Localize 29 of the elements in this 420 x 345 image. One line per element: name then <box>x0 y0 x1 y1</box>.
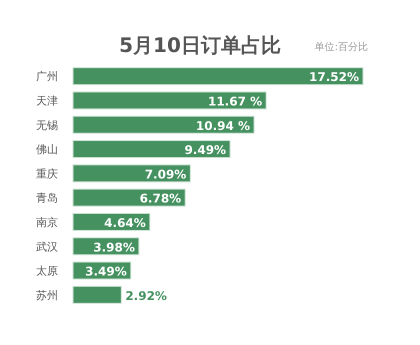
text: 单位:百分比 <box>314 41 368 53</box>
data-label: 10.94 % <box>196 118 250 133</box>
data-label: 11.67 % <box>208 94 262 108</box>
bar <box>72 116 255 134</box>
data-label: 7.09% <box>144 167 186 182</box>
bar <box>72 67 364 86</box>
y-tick-label: 南京 <box>36 216 58 229</box>
y-tick-label: 重庆 <box>36 167 58 180</box>
data-label: 2.92% <box>125 288 167 303</box>
data-label: 3.98% <box>93 240 135 254</box>
bar <box>72 164 191 182</box>
y-tick-label: 武汉 <box>36 240 58 254</box>
y-tick-label: 天津 <box>36 94 58 108</box>
bar <box>72 91 267 110</box>
y-tick-label: 佛山 <box>36 143 58 156</box>
y-tick-label: 广州 <box>36 70 58 84</box>
bar <box>72 188 186 207</box>
data-label: 6.78% <box>140 192 182 206</box>
data-label: 17.52% <box>309 70 359 84</box>
data-label: 3.49% <box>85 264 127 279</box>
data-label: 9.49% <box>184 143 226 158</box>
bar <box>72 286 122 304</box>
y-tick-label: 无锡 <box>36 118 58 132</box>
y-tick-label: 青岛 <box>36 192 58 205</box>
bar <box>72 140 231 158</box>
y-tick-label: 太原 <box>36 264 58 278</box>
y-tick-label: 苏州 <box>36 288 58 302</box>
chart-title: 5月10日订单占比 <box>119 33 281 57</box>
data-label: 4.64% <box>104 216 146 230</box>
